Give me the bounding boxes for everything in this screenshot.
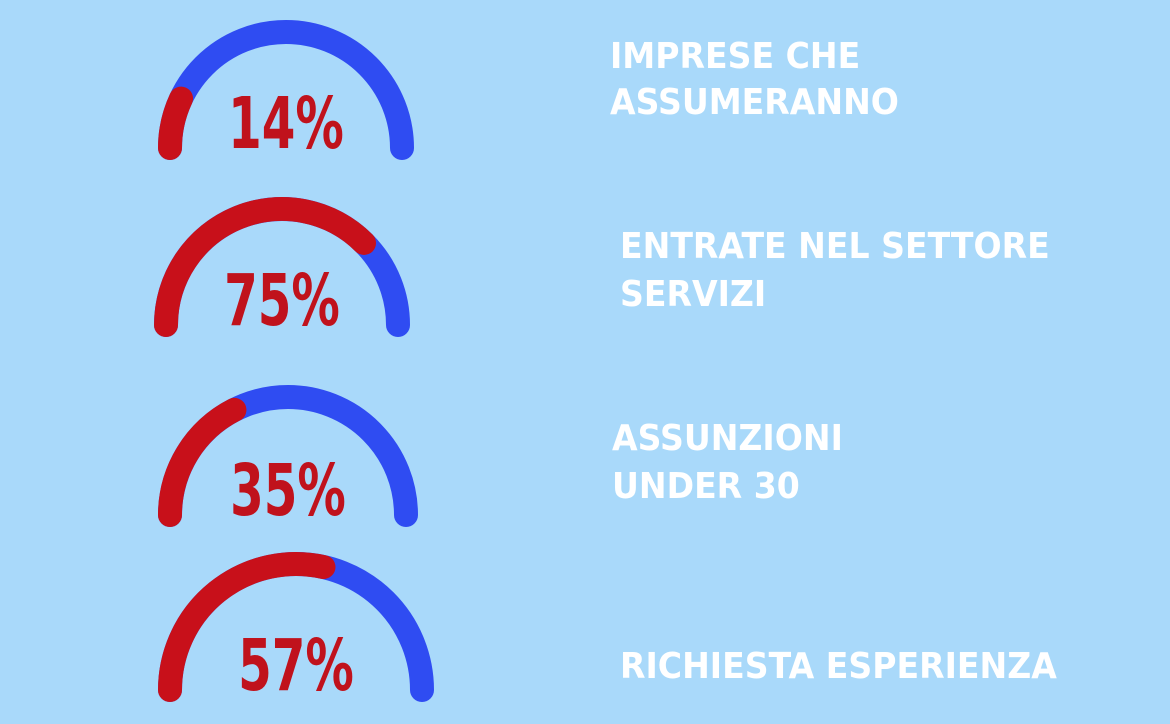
gauge-title: ASSUNZIONI [612, 418, 843, 460]
gauge-fill [158, 86, 194, 160]
gauge-fill [158, 397, 247, 527]
gauge-fill [154, 197, 377, 337]
gauge-value-label: 75% [224, 259, 340, 342]
gauge-value-label: 14% [228, 82, 344, 165]
gauge-value-label: 57% [238, 624, 354, 707]
gauge-title: SERVIZI [620, 274, 766, 316]
gauge-title: IMPRESE CHE [610, 36, 860, 78]
gauge-title: ASSUMERANNO [610, 82, 899, 124]
gauge-title: RICHIESTA ESPERIENZA [620, 646, 1057, 688]
gauge-title: UNDER 30 [612, 466, 800, 508]
gauge-value-label: 35% [230, 449, 346, 532]
gauge-title: ENTRATE NEL SETTORE [620, 226, 1050, 268]
gauge-fill [158, 552, 336, 702]
